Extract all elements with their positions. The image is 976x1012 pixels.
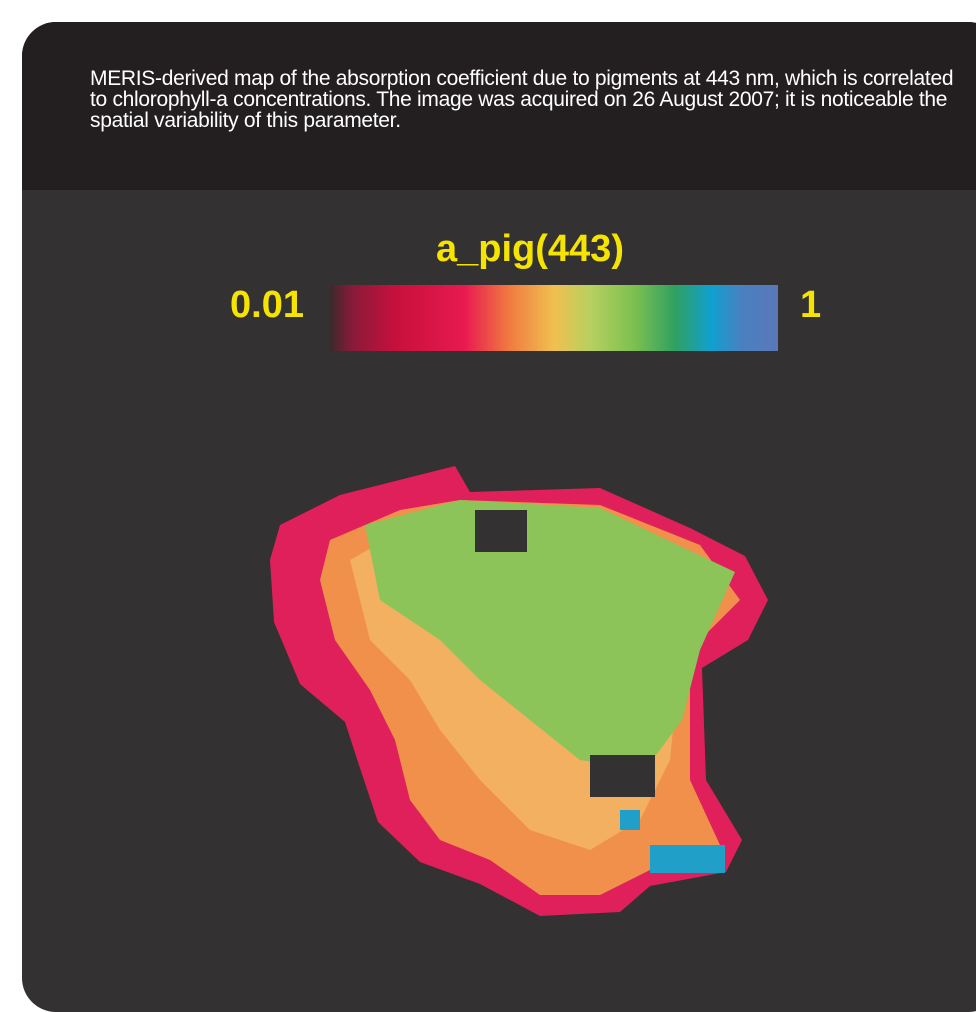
- map-region-very-high: [620, 810, 640, 830]
- map-gap: [475, 510, 527, 552]
- map-gap: [590, 755, 655, 797]
- map-region-very-high: [650, 845, 725, 873]
- page: MERIS-derived map of the absorption coef…: [0, 0, 976, 985]
- map: [0, 0, 976, 985]
